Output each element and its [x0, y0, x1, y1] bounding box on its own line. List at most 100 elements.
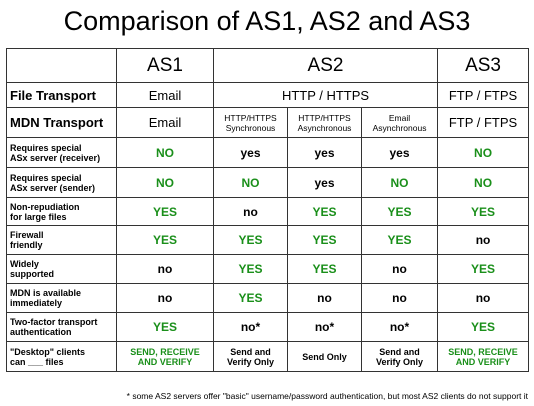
- cell-sender-as3: NO: [437, 167, 530, 198]
- row-label-firewall: Firewall friendly: [6, 225, 117, 255]
- table-header-row: AS1 AS2 AS3: [6, 48, 530, 83]
- cell-mdn-available-as2-sync: YES: [213, 283, 288, 313]
- cell-mdn-transport-as3: FTP / FTPS: [437, 107, 530, 138]
- cell-mdn-available-as2-email: no: [360, 283, 439, 313]
- cell-line: SEND, RECEIVE: [130, 346, 200, 357]
- cell-widely-as2-sync: YES: [213, 254, 288, 284]
- cell-line: Verify Only: [226, 356, 275, 367]
- cell-nonrep-as2-sync: no: [213, 197, 288, 226]
- cell-mdn-transport-as2-async: HTTP/HTTPS Asynchronous: [287, 107, 362, 138]
- cell-file-transport-as2: HTTP / HTTPS: [212, 82, 439, 108]
- row-label-sender: Requires special ASx server (sender): [6, 167, 117, 198]
- row-label-mdn-transport: MDN Transport: [6, 107, 117, 138]
- cell-line: Send and: [379, 346, 420, 357]
- cell-mdn-available-as3: no: [437, 283, 530, 313]
- row-receiver: Requires special ASx server (receiver) NO…: [6, 137, 530, 168]
- row-firewall: Firewall friendly YES YES YES YES no: [6, 225, 530, 255]
- cell-line: Verify Only: [376, 356, 424, 367]
- label-line: ASx server (sender): [10, 182, 96, 193]
- cell-widely-as1: no: [116, 254, 214, 284]
- cell-two-factor-as1: YES: [116, 312, 214, 342]
- cell-receiver-as2-async: yes: [287, 137, 362, 168]
- cell-widely-as2-async: YES: [287, 254, 362, 284]
- label-line: Requires special: [10, 142, 82, 153]
- row-label-nonrep: Non-repudiation for large files: [6, 197, 117, 226]
- cell-line: AND VERIFY: [137, 356, 193, 367]
- label-line: "Desktop" clients: [10, 346, 86, 357]
- cell-line: HTTP/HTTPS: [298, 112, 351, 123]
- cell-sender-as2-async: yes: [287, 167, 362, 198]
- cell-file-transport-as1: Email: [116, 82, 214, 108]
- cell-mdn-transport-as1: Email: [116, 107, 214, 138]
- row-label-file-transport: File Transport: [6, 82, 117, 108]
- label-line: immediately: [10, 298, 63, 308]
- row-mdn-available: MDN is available immediately no YES no no…: [6, 283, 530, 313]
- cell-firewall-as3: no: [437, 225, 530, 255]
- cell-receiver-as2-sync: yes: [213, 137, 288, 168]
- cell-nonrep-as3: YES: [437, 197, 530, 226]
- row-label-receiver: Requires special ASx server (receiver): [6, 137, 117, 168]
- label-line: MDN is available: [10, 288, 82, 298]
- cell-sender-as2-sync: NO: [213, 167, 288, 198]
- cell-mdn-available-as1: no: [116, 283, 214, 313]
- cell-line: Synchronous: [225, 122, 276, 133]
- header-empty-cell: [6, 48, 117, 83]
- cell-desktop-as1: SEND, RECEIVE AND VERIFY: [116, 341, 214, 372]
- label-line: ASx server (receiver): [10, 152, 101, 163]
- cell-firewall-as1: YES: [116, 225, 214, 255]
- label-line: supported: [10, 269, 54, 279]
- cell-firewall-as2-sync: YES: [213, 225, 288, 255]
- cell-widely-as3: YES: [437, 254, 530, 284]
- cell-sender-as2-email: NO: [360, 167, 439, 198]
- row-nonrep: Non-repudiation for large files YES no YE…: [6, 197, 530, 226]
- cell-line: HTTP/HTTPS: [224, 112, 277, 123]
- cell-two-factor-as2-sync: no*: [213, 312, 288, 342]
- cell-nonrep-as1: YES: [116, 197, 214, 226]
- row-widely: Widely supported no YES YES no YES: [6, 254, 530, 284]
- row-label-two-factor: Two-factor transport authentication: [6, 312, 117, 342]
- cell-desktop-as2-email: Send and Verify Only: [360, 341, 439, 372]
- row-label-mdn-available: MDN is available immediately: [6, 283, 117, 313]
- cell-two-factor-as2-async: no*: [287, 312, 362, 342]
- cell-line: SEND, RECEIVE: [448, 346, 518, 357]
- header-as2: AS2: [212, 48, 439, 83]
- cell-mdn-transport-as2-sync: HTTP/HTTPS Synchronous: [213, 107, 288, 138]
- cell-line: Send and: [230, 346, 271, 357]
- cell-firewall-as2-async: YES: [287, 225, 362, 255]
- label-line: Two-factor transport: [10, 317, 98, 327]
- label-line: friendly: [10, 240, 43, 250]
- cell-receiver-as1: NO: [116, 137, 214, 168]
- cell-desktop-as3: SEND, RECEIVE AND VERIFY: [437, 341, 530, 372]
- row-two-factor: Two-factor transport authentication YES n…: [6, 312, 530, 342]
- row-desktop-clients: "Desktop" clients can ___ files SEND, REC…: [6, 341, 530, 372]
- cell-firewall-as2-email: YES: [360, 225, 439, 255]
- cell-two-factor-as3: YES: [437, 312, 530, 342]
- cell-line: Asynchronous: [372, 122, 427, 133]
- footnote: * some AS2 servers offer "basic" usernam…: [126, 391, 528, 401]
- cell-sender-as1: NO: [116, 167, 214, 198]
- cell-line: Email: [388, 112, 411, 123]
- label-line: Non-repudiation: [10, 201, 80, 212]
- comparison-table: AS1 AS2 AS3 File Transport Email HTTP / …: [6, 48, 530, 372]
- row-mdn-transport: MDN Transport Email HTTP/HTTPS Synchronou…: [6, 107, 530, 138]
- row-label-widely: Widely supported: [6, 254, 117, 284]
- cell-widely-as2-email: no: [360, 254, 439, 284]
- label-line: Widely: [10, 259, 39, 269]
- header-as1: AS1: [116, 48, 214, 83]
- cell-receiver-as2-email: yes: [360, 137, 439, 168]
- label-line: for large files: [10, 211, 67, 222]
- cell-desktop-as2-async: Send Only: [287, 341, 362, 372]
- cell-mdn-available-as2-async: no: [287, 283, 362, 313]
- row-file-transport: File Transport Email HTTP / HTTPS FTP / …: [6, 82, 530, 108]
- page-title: Comparison of AS1, AS2 and AS3: [63, 6, 471, 36]
- cell-file-transport-as3: FTP / FTPS: [437, 82, 530, 108]
- cell-line: Asynchronous: [297, 122, 352, 133]
- row-sender: Requires special ASx server (sender) NO N…: [6, 167, 530, 198]
- header-as3: AS3: [437, 48, 530, 83]
- cell-mdn-transport-as2-email: Email Asynchronous: [360, 107, 439, 138]
- label-line: can ___ files: [10, 356, 64, 367]
- cell-nonrep-as2-email: YES: [360, 197, 439, 226]
- cell-line: AND VERIFY: [455, 356, 511, 367]
- cell-nonrep-as2-async: YES: [287, 197, 362, 226]
- label-line: Requires special: [10, 172, 82, 183]
